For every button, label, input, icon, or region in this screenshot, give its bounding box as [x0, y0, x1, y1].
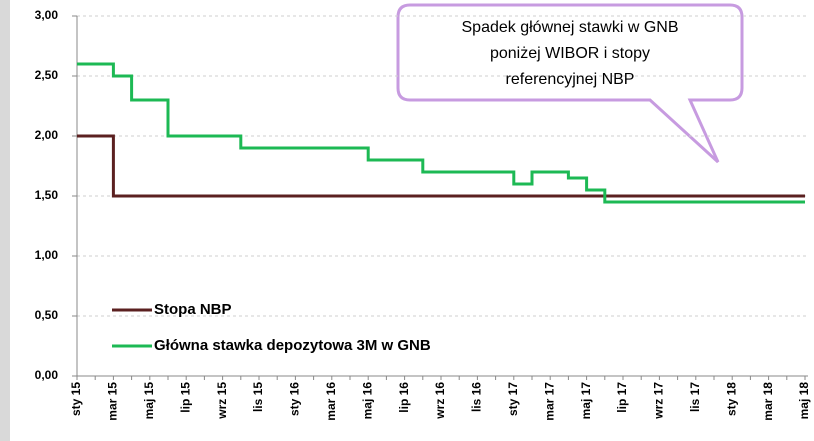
callout [396, 3, 744, 164]
x-tick-label: sty 16 [288, 382, 302, 416]
x-tick-label: mar 16 [324, 382, 338, 421]
annotation: referencyjnej NBP [506, 71, 635, 88]
x-tick-label: maj 16 [360, 382, 374, 420]
x-tick-label: lip 17 [615, 382, 629, 413]
annotation: poniżej WIBOR i stopy [490, 45, 650, 62]
x-tick-label: maj 18 [797, 382, 811, 420]
x-tick-label: maj 15 [142, 382, 156, 420]
side-strip [0, 0, 10, 441]
y-tick-label: 1,00 [35, 248, 59, 262]
x-tick-label: lis 17 [688, 382, 702, 412]
series-line [77, 62, 805, 204]
x-tick-label: wrz 16 [433, 382, 447, 420]
x-tick-label: sty 15 [69, 382, 83, 416]
x-tick-label: lip 16 [397, 382, 411, 413]
y-tick-label: 0,50 [35, 308, 59, 322]
x-tick-label: lis 16 [470, 382, 484, 412]
x-tick-label: lip 15 [178, 382, 192, 413]
x-tick-label: lis 15 [251, 382, 265, 412]
x-tick-label: mar 18 [761, 382, 775, 421]
x-tick-label: wrz 17 [652, 382, 666, 420]
x-tick-label: maj 17 [579, 382, 593, 420]
y-tick-label: 1,50 [35, 188, 59, 202]
y-tick-label: 2,00 [35, 128, 59, 142]
series-line [77, 134, 805, 198]
x-tick-label: mar 15 [106, 382, 120, 421]
y-tick-label: 3,00 [35, 8, 59, 22]
y-tick-label: 2,50 [35, 68, 59, 82]
legend-label: Stopa NBP [154, 301, 232, 318]
legend-label: Główna stawka depozytowa 3M w GNB [154, 337, 431, 354]
x-tick-label: mar 17 [542, 382, 556, 421]
x-tick-label: wrz 15 [215, 382, 229, 420]
annotation: Spadek głównej stawki w GNB [462, 19, 679, 36]
x-tick-label: sty 18 [724, 382, 738, 416]
y-tick-label: 0,00 [35, 368, 59, 382]
x-tick-label: sty 17 [506, 382, 520, 416]
